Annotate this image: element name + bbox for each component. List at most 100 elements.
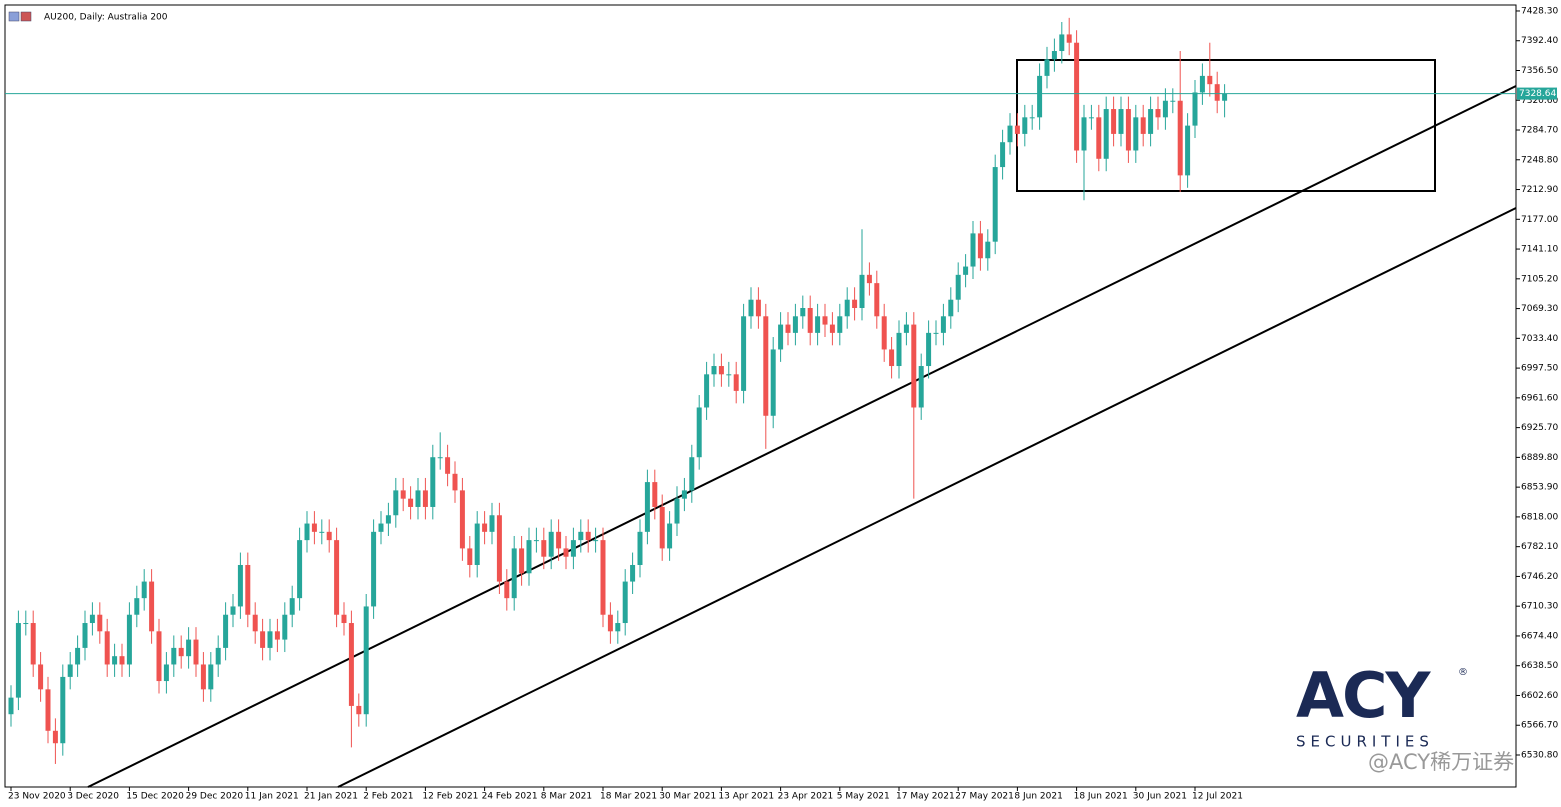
chart-icon bbox=[8, 11, 20, 22]
candle-body bbox=[718, 366, 724, 375]
candle-body bbox=[163, 664, 169, 682]
y-tick-label: 6961.60 bbox=[1521, 393, 1558, 403]
candle-body bbox=[326, 531, 332, 541]
candle-body bbox=[630, 564, 636, 582]
candle-body bbox=[156, 631, 162, 682]
candle-body bbox=[341, 614, 347, 624]
candle-body bbox=[881, 316, 887, 350]
candle-body bbox=[593, 540, 599, 542]
candle-body bbox=[918, 366, 924, 408]
candle-body bbox=[726, 374, 732, 376]
candle-body bbox=[1207, 75, 1213, 85]
candle-body bbox=[237, 564, 243, 607]
x-tick-label: 13 Apr 2021 bbox=[718, 792, 774, 802]
candle-body bbox=[230, 606, 236, 615]
y-tick-label: 6638.50 bbox=[1521, 661, 1558, 671]
candle-body bbox=[504, 581, 510, 599]
candle-body bbox=[1051, 51, 1057, 60]
x-tick-label: 3 Dec 2020 bbox=[67, 792, 119, 802]
candle-body bbox=[104, 631, 110, 665]
candle-body bbox=[1037, 75, 1043, 118]
candle-body bbox=[482, 523, 488, 532]
x-tick-label: 2 Feb 2021 bbox=[363, 792, 413, 802]
candle-body bbox=[289, 598, 295, 615]
candle-body bbox=[408, 498, 414, 507]
y-tick-label: 7284.70 bbox=[1521, 126, 1558, 136]
candle-body bbox=[977, 233, 983, 259]
watermark: @ACY稀万证券 bbox=[1368, 750, 1514, 774]
candle-body bbox=[30, 623, 36, 665]
logo-registered: ® bbox=[1458, 667, 1468, 678]
candle-body bbox=[186, 639, 192, 657]
candle-body bbox=[304, 523, 310, 541]
candle-body bbox=[674, 498, 680, 524]
candle-body bbox=[126, 614, 132, 665]
candle-body bbox=[119, 656, 125, 665]
candle-body bbox=[1118, 109, 1124, 134]
y-tick-label: 7105.20 bbox=[1521, 274, 1558, 284]
candle-body bbox=[926, 332, 932, 367]
candle-body bbox=[1088, 117, 1094, 119]
candle-body bbox=[1162, 100, 1168, 118]
candle-body bbox=[711, 366, 717, 375]
candle-body bbox=[578, 531, 584, 541]
y-tick-label: 7212.90 bbox=[1521, 185, 1558, 195]
candle-body bbox=[815, 316, 821, 333]
candle-body bbox=[755, 299, 761, 317]
candle-body bbox=[1059, 34, 1065, 52]
logo-tagline: SECURITIES bbox=[1296, 733, 1434, 751]
y-tick-label: 6782.10 bbox=[1521, 542, 1558, 552]
candle-body bbox=[8, 697, 14, 715]
candle-body bbox=[378, 523, 384, 532]
candle-body bbox=[282, 614, 288, 640]
candle-body bbox=[963, 266, 969, 275]
y-tick-label: 7033.40 bbox=[1521, 334, 1558, 344]
candle-body bbox=[200, 664, 206, 690]
candle-body bbox=[733, 374, 739, 391]
y-tick-label: 6530.80 bbox=[1521, 751, 1558, 761]
candle-body bbox=[1044, 59, 1050, 76]
candle-body bbox=[570, 540, 576, 557]
candle-body bbox=[1170, 100, 1176, 102]
candle-body bbox=[445, 457, 451, 474]
candle-body bbox=[681, 490, 687, 499]
y-tick-label: 6925.70 bbox=[1521, 423, 1558, 433]
x-tick-label: 11 Jan 2021 bbox=[245, 792, 299, 802]
candle-body bbox=[859, 274, 865, 309]
y-tick-label: 7069.30 bbox=[1521, 304, 1558, 314]
candle-body bbox=[223, 614, 229, 648]
candle-body bbox=[667, 523, 673, 549]
candle-body bbox=[45, 689, 51, 731]
candle-body bbox=[889, 349, 895, 367]
candle-body bbox=[704, 374, 710, 408]
candle-body bbox=[489, 515, 495, 532]
candle-body bbox=[430, 457, 436, 507]
y-tick-label: 7428.30 bbox=[1521, 6, 1558, 16]
candle-body bbox=[178, 647, 184, 657]
candle-body bbox=[141, 581, 147, 599]
y-tick-label: 6889.80 bbox=[1521, 453, 1558, 463]
candle-body bbox=[1148, 109, 1154, 134]
candle-body bbox=[474, 523, 480, 565]
candle-body bbox=[1155, 109, 1161, 118]
candle-body bbox=[1222, 93, 1228, 101]
candle-body bbox=[866, 274, 872, 284]
candle-body bbox=[822, 316, 828, 325]
candle-body bbox=[215, 647, 221, 665]
candle-body bbox=[356, 705, 362, 715]
candle-body bbox=[770, 349, 776, 416]
candle-body bbox=[585, 531, 591, 541]
candle-body bbox=[644, 482, 650, 532]
candle-body bbox=[38, 664, 44, 690]
candle-body bbox=[89, 614, 95, 624]
candle-body bbox=[245, 564, 251, 615]
candle-body bbox=[371, 531, 377, 607]
y-tick-label: 6997.50 bbox=[1521, 364, 1558, 374]
x-tick-label: 30 Jun 2021 bbox=[1133, 792, 1187, 802]
x-tick-label: 5 May 2021 bbox=[837, 792, 890, 802]
candle-body bbox=[563, 548, 569, 557]
candle-body bbox=[1111, 109, 1117, 134]
plot-frame bbox=[4, 4, 1517, 788]
candle-body bbox=[23, 623, 29, 625]
x-tick-label: 18 Jun 2021 bbox=[1074, 792, 1128, 802]
